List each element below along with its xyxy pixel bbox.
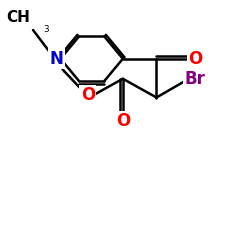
Text: O: O [81,86,95,104]
Text: Br: Br [185,70,206,88]
Text: N: N [50,50,64,68]
Text: CH: CH [7,10,30,25]
Text: $_3$: $_3$ [43,22,50,35]
Text: O: O [116,112,130,130]
Text: O: O [188,50,202,68]
